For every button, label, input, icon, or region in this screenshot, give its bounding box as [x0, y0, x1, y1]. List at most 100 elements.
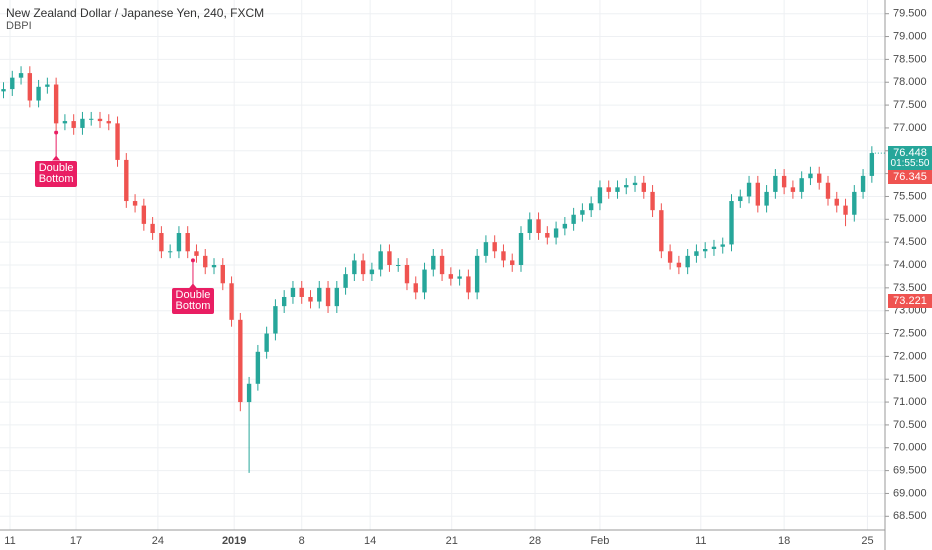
- candle-body: [281, 296, 287, 307]
- price-tag: 76.448: [888, 146, 932, 161]
- y-tick-label: 74.000: [893, 259, 927, 271]
- x-tick-label: 2019: [222, 535, 246, 547]
- candle-body: [150, 223, 155, 234]
- candle-body: [45, 84, 50, 87]
- x-tick-label: 11: [4, 535, 15, 547]
- annotation-arrow: [52, 155, 61, 161]
- candle-body: [580, 210, 585, 215]
- candle-body: [536, 219, 541, 234]
- y-tick-label: 72.500: [893, 327, 927, 339]
- candle-body: [492, 242, 497, 252]
- candle-body: [834, 198, 839, 206]
- candle-body: [1, 89, 6, 92]
- candle-body: [781, 175, 787, 188]
- candle-body: [659, 210, 664, 252]
- y-tick-label: 73.000: [893, 305, 927, 317]
- candle-body: [676, 262, 682, 268]
- candle-body: [685, 255, 690, 268]
- candle-body: [852, 191, 857, 215]
- candle-body: [413, 283, 418, 293]
- x-tick-label: 28: [529, 535, 541, 547]
- candle-body: [10, 77, 15, 90]
- candle-body: [825, 182, 831, 199]
- candle-body: [790, 187, 796, 192]
- candle-body: [439, 255, 445, 275]
- candle-body: [255, 351, 261, 384]
- y-tick-label: 75.000: [893, 213, 927, 225]
- candle-body: [703, 249, 708, 252]
- y-tick-label: 79.500: [893, 8, 927, 20]
- candle-body: [764, 191, 769, 206]
- candle-body: [615, 187, 620, 192]
- candle-body: [211, 265, 217, 268]
- y-tick-label: 78.500: [893, 53, 927, 65]
- candle-body: [869, 153, 875, 176]
- candle-body: [167, 251, 173, 253]
- y-tick-label: 75.500: [893, 190, 927, 202]
- candle-body: [457, 276, 462, 279]
- candle-body: [27, 73, 33, 101]
- annotation-label: Double Bottom: [171, 288, 214, 315]
- candle-body: [694, 251, 699, 256]
- annotation-arrow: [188, 283, 197, 289]
- candle-body: [711, 246, 717, 250]
- y-tick-label: 77.000: [893, 122, 927, 134]
- candle-body: [808, 173, 813, 179]
- candle-body: [483, 242, 489, 256]
- y-tick-label: 70.000: [893, 442, 927, 454]
- y-tick-label: 78.000: [893, 76, 927, 88]
- candle-body: [343, 274, 348, 288]
- candle-body: [369, 269, 375, 275]
- candle-body: [246, 383, 252, 403]
- candle-body: [89, 118, 94, 120]
- y-tick-label: 72.000: [893, 350, 927, 362]
- y-tick-label: 77.500: [893, 99, 927, 111]
- candle-body: [97, 118, 103, 122]
- x-tick-label: 18: [778, 535, 790, 547]
- x-tick-label: 8: [299, 535, 305, 547]
- candle-body: [448, 274, 454, 279]
- candle-body: [422, 269, 427, 293]
- candle-body: [185, 233, 190, 252]
- candle-body: [396, 265, 401, 266]
- candle-body: [597, 187, 603, 204]
- candle-body: [264, 333, 269, 352]
- x-tick-label: 11: [695, 535, 706, 547]
- countdown-tag: 01:55:50: [888, 158, 932, 171]
- x-tick-label: 14: [364, 535, 376, 547]
- candle-body: [229, 283, 234, 320]
- annotation-dot: [190, 258, 195, 263]
- candle-body: [36, 86, 41, 101]
- candle-body: [203, 255, 208, 268]
- candle-body: [562, 223, 568, 229]
- candle-body: [352, 260, 357, 275]
- candle-body: [641, 182, 646, 192]
- x-tick-label: 17: [70, 535, 82, 547]
- candle-body: [159, 233, 164, 252]
- y-tick-label: 79.000: [893, 30, 927, 42]
- candle-body: [799, 178, 804, 192]
- y-tick-label: 69.000: [893, 487, 927, 499]
- candle-body: [308, 296, 313, 302]
- price-tag: 76.345: [888, 170, 932, 185]
- chart-title: New Zealand Dollar / Japanese Yen, 240, …: [6, 6, 265, 20]
- candle-body: [843, 205, 848, 215]
- candle-body: [53, 84, 59, 124]
- candle-body: [238, 319, 243, 403]
- candle-body: [431, 255, 436, 270]
- candle-body: [545, 233, 550, 238]
- candle-body: [124, 159, 129, 202]
- x-tick-label: 24: [152, 535, 164, 547]
- candle-body: [360, 260, 366, 275]
- candle-body: [527, 219, 532, 234]
- candle-body: [334, 287, 340, 307]
- y-tick-label: 71.000: [893, 396, 927, 408]
- candle-body: [62, 121, 68, 124]
- candle-body: [746, 182, 752, 197]
- candle-body: [115, 123, 120, 160]
- y-tick-label: 74.500: [893, 236, 927, 248]
- x-tick-label: 25: [861, 535, 873, 547]
- candle-body: [80, 118, 85, 128]
- candle-body: [501, 251, 506, 261]
